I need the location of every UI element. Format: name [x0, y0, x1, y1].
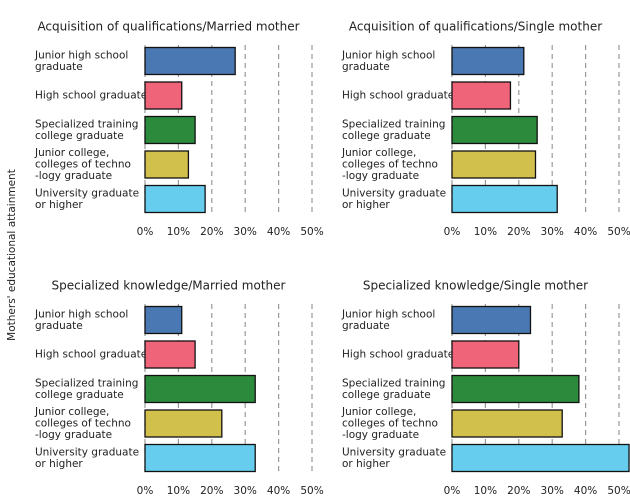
chart-title: Specialized knowledge/Married mother [52, 279, 286, 293]
x-tick-label: 0% [137, 485, 154, 497]
category-label: Junior college, colleges of techno -logy g… [341, 147, 438, 182]
x-tick-label: 20% [507, 485, 530, 497]
x-tick-label: 20% [200, 226, 223, 238]
chart-title: Specialized knowledge/Single mother [363, 279, 588, 293]
category-label: Junior college, colleges of techno -logy g… [341, 406, 438, 441]
bar [451, 305, 532, 335]
x-tick-label: 50% [300, 226, 323, 238]
bar [451, 115, 538, 145]
x-tick-label: 0% [444, 485, 461, 497]
category-label: High school graduate [342, 349, 454, 361]
x-tick-label: 30% [541, 226, 564, 238]
category-label: University graduate or higher [342, 187, 446, 211]
bar [144, 115, 196, 145]
x-tick-label: 30% [234, 485, 257, 497]
x-tick-label: 10% [474, 485, 497, 497]
category-label: Junior college, colleges of techno -logy g… [34, 147, 131, 182]
x-tick-label: 30% [234, 226, 257, 238]
bar [451, 46, 525, 76]
bar [451, 150, 537, 179]
x-tick-label: 0% [137, 226, 154, 238]
x-tick-label: 40% [574, 485, 597, 497]
category-label: High school graduate [35, 349, 147, 361]
x-tick-label: 0% [444, 226, 461, 238]
category-label: High school graduate [35, 90, 147, 102]
bar [451, 443, 630, 473]
bar [451, 81, 512, 110]
x-tick-label: 40% [267, 485, 290, 497]
x-tick-label: 50% [607, 485, 630, 497]
category-label: University graduate or higher [35, 446, 139, 470]
x-tick-label: 10% [474, 226, 497, 238]
bar [451, 340, 520, 369]
x-tick-label: 10% [167, 485, 190, 497]
x-tick-label: 40% [574, 226, 597, 238]
x-tick-label: 20% [200, 485, 223, 497]
category-label: University graduate or higher [35, 187, 139, 211]
bar [144, 150, 190, 179]
bar [144, 443, 256, 473]
x-tick-label: 30% [541, 485, 564, 497]
x-tick-label: 50% [607, 226, 630, 238]
category-label: Junior high school graduate [34, 308, 128, 332]
bar [144, 340, 196, 369]
bar [144, 46, 236, 76]
bar [144, 184, 206, 214]
category-label: Junior college, colleges of techno -logy g… [34, 406, 131, 441]
bar [144, 374, 256, 404]
x-tick-label: 20% [507, 226, 530, 238]
bar [144, 409, 223, 438]
category-label: Junior high school graduate [341, 308, 435, 332]
chart-title: Acquisition of qualifications/Married mo… [37, 20, 299, 34]
chart-title: Acquisition of qualifications/Single mot… [349, 20, 602, 34]
x-tick-label: 50% [300, 485, 323, 497]
bar [451, 184, 558, 214]
category-label: Junior high school graduate [341, 49, 435, 73]
category-label: Specialized training college graduate [342, 118, 445, 142]
bar [144, 81, 183, 110]
category-label: High school graduate [342, 90, 454, 102]
bar [144, 305, 183, 335]
category-label: Specialized training college graduate [35, 377, 138, 401]
category-label: Specialized training college graduate [35, 118, 138, 142]
bar [451, 374, 580, 404]
y-axis-label: Mothers' educational attainment [6, 169, 18, 341]
category-label: Specialized training college graduate [342, 377, 445, 401]
category-label: Junior high school graduate [34, 49, 128, 73]
bar [451, 409, 563, 438]
x-tick-label: 40% [267, 226, 290, 238]
x-tick-label: 10% [167, 226, 190, 238]
category-label: University graduate or higher [342, 446, 446, 470]
